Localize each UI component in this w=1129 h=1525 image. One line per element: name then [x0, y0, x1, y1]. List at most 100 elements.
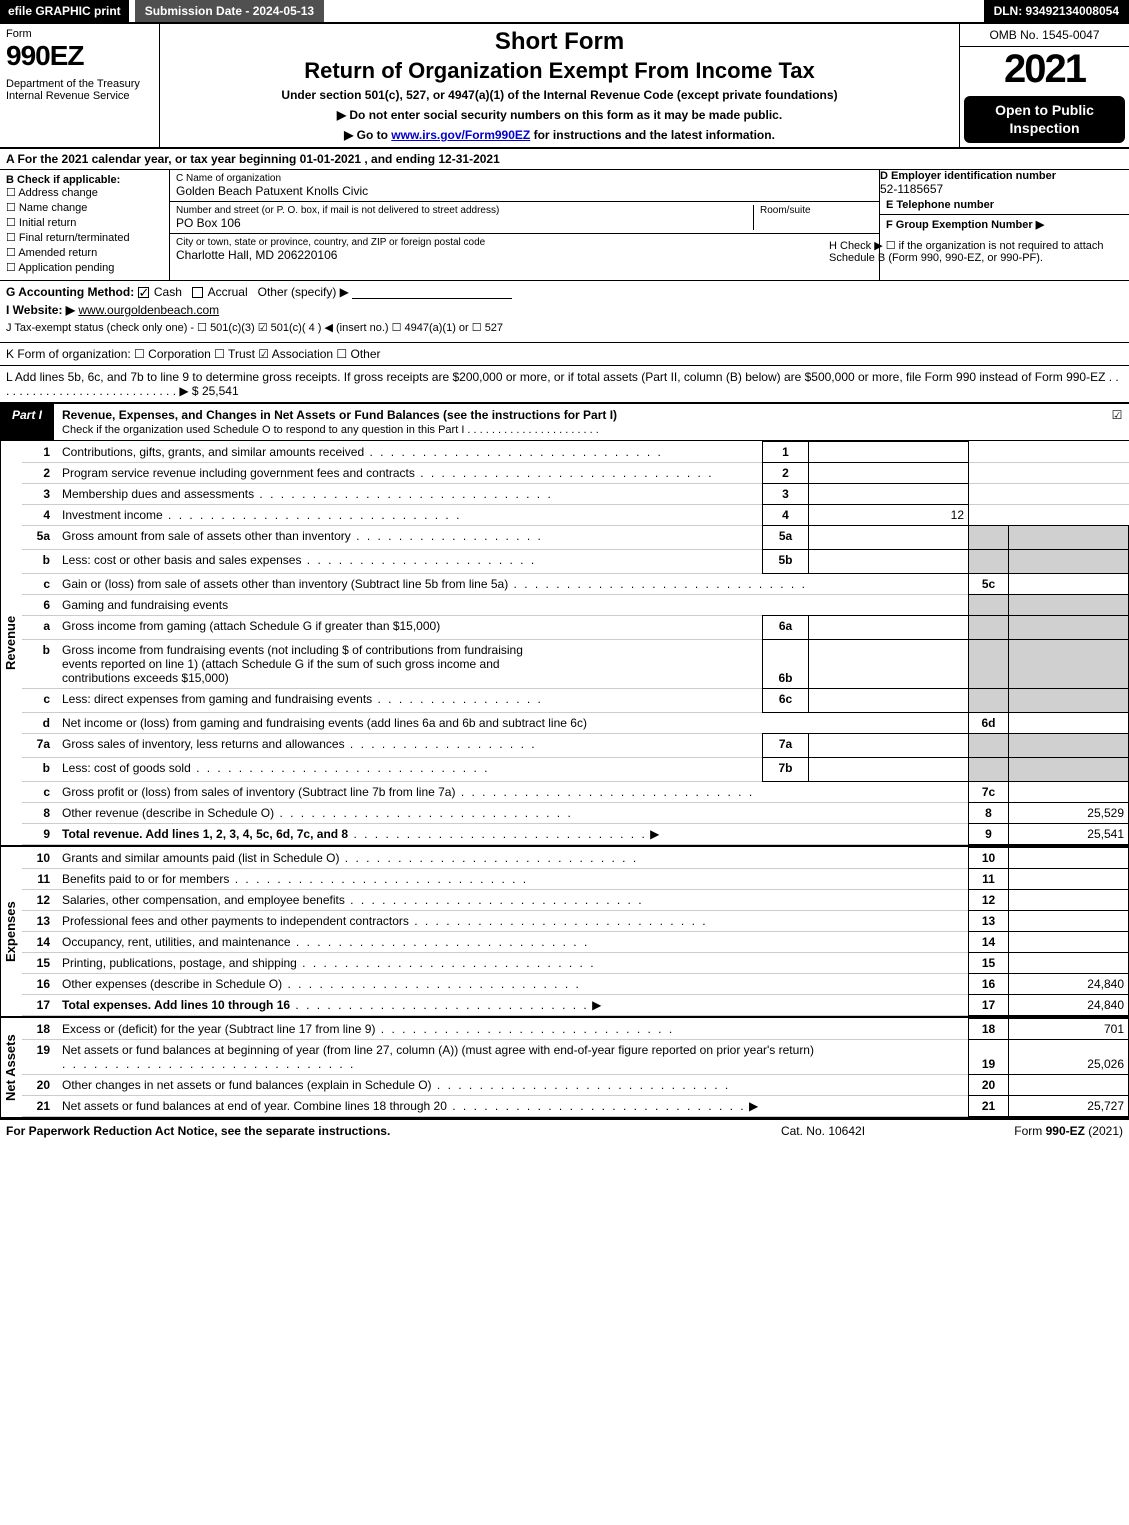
line-13: 13Professional fees and other payments t…: [22, 911, 1129, 932]
expenses-table: 10Grants and similar amounts paid (list …: [22, 847, 1129, 1016]
street-label: Number and street (or P. O. box, if mail…: [176, 205, 753, 216]
website-value[interactable]: www.ourgoldenbeach.com: [78, 303, 219, 317]
instr2-pre: ▶ Go to: [344, 128, 391, 142]
line-i: I Website: ▶ www.ourgoldenbeach.com: [6, 303, 1123, 317]
part-i-tab: Part I: [0, 404, 54, 440]
line-l-text: L Add lines 5b, 6c, and 7b to line 9 to …: [6, 370, 1119, 398]
revenue-label: Revenue: [0, 441, 22, 845]
form-id-block: Form 990EZ Department of the Treasury In…: [0, 24, 160, 147]
line-6a: aGross income from gaming (attach Schedu…: [22, 616, 1129, 640]
line-21: 21Net assets or fund balances at end of …: [22, 1096, 1129, 1117]
efile-label[interactable]: efile GRAPHIC print: [0, 0, 129, 22]
col-b-title: B Check if applicable:: [6, 174, 163, 186]
ein-label: D Employer identification number: [880, 170, 1129, 182]
line-15: 15Printing, publications, postage, and s…: [22, 953, 1129, 974]
line-a: A For the 2021 calendar year, or tax yea…: [0, 149, 1129, 170]
line-3: 3Membership dues and assessments3: [22, 484, 1129, 505]
col-c-org: C Name of organization Golden Beach Patu…: [170, 170, 879, 280]
omb-number: OMB No. 1545-0047: [960, 24, 1129, 47]
chk-cash[interactable]: [138, 287, 149, 298]
chk-application-pending[interactable]: ☐ Application pending: [6, 261, 163, 274]
org-name-value: Golden Beach Patuxent Knolls Civic: [176, 184, 873, 198]
dln-label: DLN: 93492134008054: [984, 0, 1129, 22]
line-19: 19Net assets or fund balances at beginni…: [22, 1040, 1129, 1075]
line-17: 17Total expenses. Add lines 10 through 1…: [22, 995, 1129, 1016]
city-value: Charlotte Hall, MD 206220106: [176, 248, 873, 262]
line-5a: 5aGross amount from sale of assets other…: [22, 526, 1129, 550]
part-i-title: Revenue, Expenses, and Changes in Net As…: [54, 404, 1105, 440]
city-label: City or town, state or province, country…: [176, 237, 873, 248]
instruction-1: ▶ Do not enter social security numbers o…: [168, 108, 951, 122]
submission-date: Submission Date - 2024-05-13: [135, 0, 324, 22]
line-2: 2Program service revenue including gover…: [22, 463, 1129, 484]
org-name-label: C Name of organization: [176, 173, 873, 184]
irs-link[interactable]: www.irs.gov/Form990EZ: [391, 128, 530, 142]
line-k: K Form of organization: ☐ Corporation ☐ …: [0, 343, 1129, 366]
form-number: 990EZ: [6, 40, 153, 72]
line-5b: bLess: cost or other basis and sales exp…: [22, 550, 1129, 574]
line-5c: cGain or (loss) from sale of assets othe…: [22, 574, 1129, 595]
chk-accrual[interactable]: [192, 287, 203, 298]
col-b-checkboxes: B Check if applicable: ☐ Address change …: [0, 170, 170, 280]
instruction-2: ▶ Go to www.irs.gov/Form990EZ for instru…: [168, 128, 951, 142]
chk-amended-return[interactable]: ☐ Amended return: [6, 246, 163, 259]
tax-year: 2021: [960, 47, 1129, 92]
line-6d: dNet income or (loss) from gaming and fu…: [22, 713, 1129, 734]
net-assets-label: Net Assets: [0, 1018, 22, 1117]
line-g: G Accounting Method: Cash Accrual Other …: [6, 285, 1123, 299]
department-label: Department of the Treasury Internal Reve…: [6, 78, 153, 102]
line-18: 18Excess or (deficit) for the year (Subt…: [22, 1019, 1129, 1040]
line-7b: bLess: cost of goods sold7b: [22, 758, 1129, 782]
line-12: 12Salaries, other compensation, and empl…: [22, 890, 1129, 911]
revenue-section: Revenue 1Contributions, gifts, grants, a…: [0, 441, 1129, 847]
chk-address-change[interactable]: ☐ Address change: [6, 186, 163, 199]
ein-value: 52-1185657: [880, 182, 1129, 196]
form-word: Form: [6, 28, 153, 40]
line-16: 16Other expenses (describe in Schedule O…: [22, 974, 1129, 995]
line-j: J Tax-exempt status (check only one) - ☐…: [6, 321, 1123, 334]
other-method-input[interactable]: [352, 285, 512, 299]
phone-label: E Telephone number: [886, 199, 1123, 211]
form-title: Return of Organization Exempt From Incom…: [168, 58, 951, 84]
form-header: Form 990EZ Department of the Treasury In…: [0, 24, 1129, 149]
part-i-sub: Check if the organization used Schedule …: [62, 424, 599, 436]
group-exemption-label: F Group Exemption Number ▶: [886, 218, 1123, 231]
line-10: 10Grants and similar amounts paid (list …: [22, 848, 1129, 869]
part-i-schedule-o-check[interactable]: ☑: [1105, 404, 1129, 440]
revenue-table: 1Contributions, gifts, grants, and simil…: [22, 441, 1129, 845]
chk-initial-return[interactable]: ☐ Initial return: [6, 216, 163, 229]
line-l-value: 25,541: [202, 384, 239, 398]
page-footer: For Paperwork Reduction Act Notice, see …: [0, 1119, 1129, 1142]
form-meta-block: OMB No. 1545-0047 2021 Open to Public In…: [959, 24, 1129, 147]
line-l: L Add lines 5b, 6c, and 7b to line 9 to …: [0, 366, 1129, 403]
instr2-post: for instructions and the latest informat…: [530, 128, 775, 142]
expenses-label: Expenses: [0, 847, 22, 1016]
chk-final-return[interactable]: ☐ Final return/terminated: [6, 231, 163, 244]
line-h: H Check ▶ ☐ if the organization is not r…: [823, 235, 1123, 268]
line-11: 11Benefits paid to or for members11: [22, 869, 1129, 890]
line-6: 6Gaming and fundraising events: [22, 595, 1129, 616]
short-form-label: Short Form: [168, 28, 951, 56]
form-title-block: Short Form Return of Organization Exempt…: [160, 24, 959, 147]
net-assets-section: Net Assets 18Excess or (deficit) for the…: [0, 1018, 1129, 1119]
chk-name-change[interactable]: ☐ Name change: [6, 201, 163, 214]
line-14: 14Occupancy, rent, utilities, and mainte…: [22, 932, 1129, 953]
part-i-header: Part I Revenue, Expenses, and Changes in…: [0, 403, 1129, 441]
footer-catalog: Cat. No. 10642I: [723, 1124, 923, 1138]
top-bar: efile GRAPHIC print Submission Date - 20…: [0, 0, 1129, 24]
line-6b: bGross income from fundraising events (n…: [22, 640, 1129, 689]
line-8: 8Other revenue (describe in Schedule O)8…: [22, 803, 1129, 824]
line-7c: cGross profit or (loss) from sales of in…: [22, 782, 1129, 803]
line-6c: cLess: direct expenses from gaming and f…: [22, 689, 1129, 713]
room-label: Room/suite: [760, 205, 873, 216]
line-20: 20Other changes in net assets or fund ba…: [22, 1075, 1129, 1096]
line-g-label: G Accounting Method:: [6, 285, 134, 299]
expenses-section: Expenses 10Grants and similar amounts pa…: [0, 847, 1129, 1018]
net-assets-table: 18Excess or (deficit) for the year (Subt…: [22, 1018, 1129, 1117]
footer-right: Form 990-EZ (2021): [923, 1124, 1123, 1138]
line-4: 4Investment income412: [22, 505, 1129, 526]
lines-ghijk: H Check ▶ ☐ if the organization is not r…: [0, 281, 1129, 343]
footer-left: For Paperwork Reduction Act Notice, see …: [6, 1124, 723, 1138]
line-1: 1Contributions, gifts, grants, and simil…: [22, 442, 1129, 463]
line-7a: 7aGross sales of inventory, less returns…: [22, 734, 1129, 758]
